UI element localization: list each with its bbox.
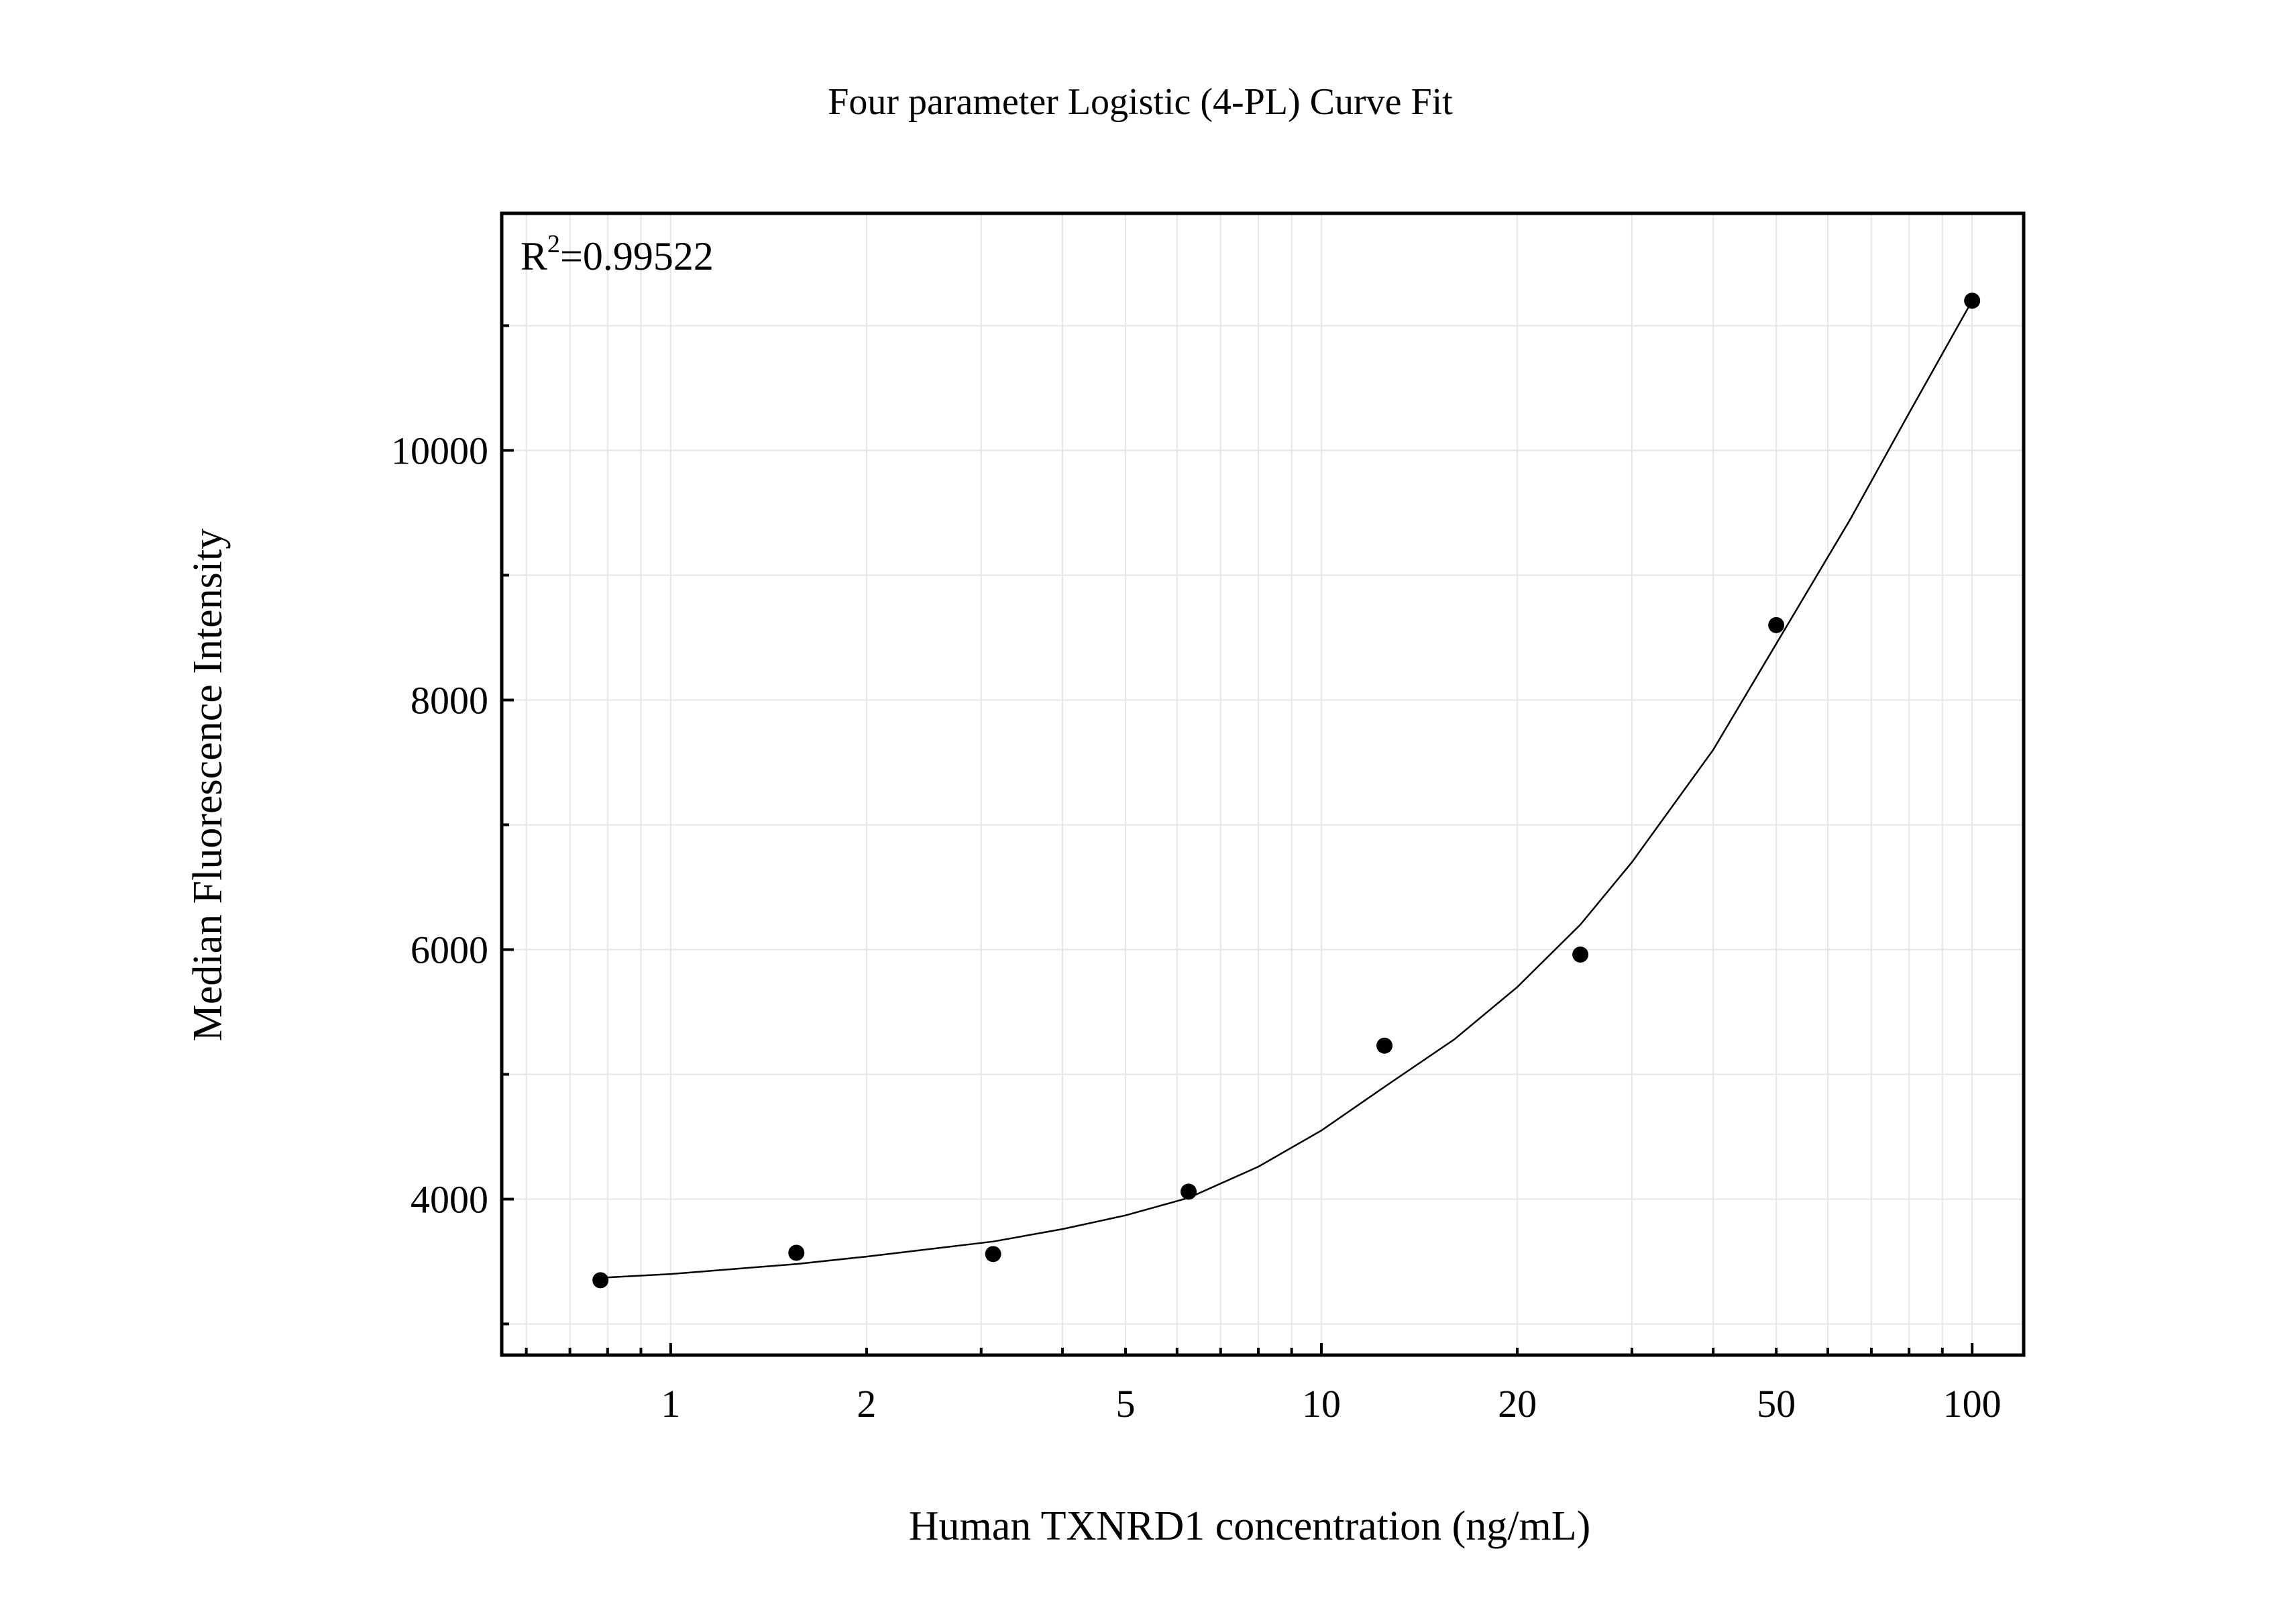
- x-tick-label: 100: [1943, 1382, 2002, 1426]
- r-squared-superscript: 2: [547, 230, 560, 258]
- x-tick-label: 1: [661, 1382, 680, 1426]
- data-points: [592, 292, 1981, 1289]
- r-squared-base: R: [521, 234, 547, 278]
- data-point: [1768, 617, 1785, 633]
- fit-curve-group: [600, 300, 1973, 1279]
- data-point: [1181, 1183, 1197, 1200]
- x-tick-labels: 1 2 5 10 20 50 100: [661, 1382, 2001, 1426]
- x-tick-label: 5: [1115, 1382, 1135, 1426]
- y-tick-labels: 4000 6000 8000 10000: [391, 429, 488, 1221]
- grid-lines: [502, 213, 2024, 1355]
- r-squared-value: =0.99522: [560, 234, 714, 278]
- y-tick-label: 6000: [411, 928, 488, 971]
- plot-frame: [500, 211, 2026, 1357]
- x-tick-label: 50: [1757, 1382, 1796, 1426]
- data-point: [1572, 946, 1589, 963]
- y-axis-label: Median Fluorescence Intensity: [185, 529, 231, 1041]
- data-point: [1376, 1037, 1393, 1054]
- y-tick-label: 4000: [411, 1177, 488, 1221]
- data-point: [592, 1272, 609, 1289]
- x-tick-label: 2: [857, 1382, 876, 1426]
- chart-title: Four parameter Logistic (4-PL) Curve Fit: [828, 81, 1453, 123]
- y-tick-label: 10000: [391, 429, 488, 472]
- data-point: [1964, 292, 1981, 309]
- data-point: [788, 1244, 805, 1261]
- data-point: [985, 1246, 1001, 1263]
- fit-curve: [600, 300, 1973, 1279]
- r-squared-annotation: R2=0.99522: [521, 230, 714, 278]
- x-tick-label: 20: [1498, 1382, 1537, 1426]
- x-axis-label: Human TXNRD1 concentration (ng/mL): [909, 1503, 1590, 1549]
- x-tick-label: 10: [1302, 1382, 1341, 1426]
- y-tick-label: 8000: [411, 678, 488, 722]
- axis-ticks: [502, 324, 1974, 1355]
